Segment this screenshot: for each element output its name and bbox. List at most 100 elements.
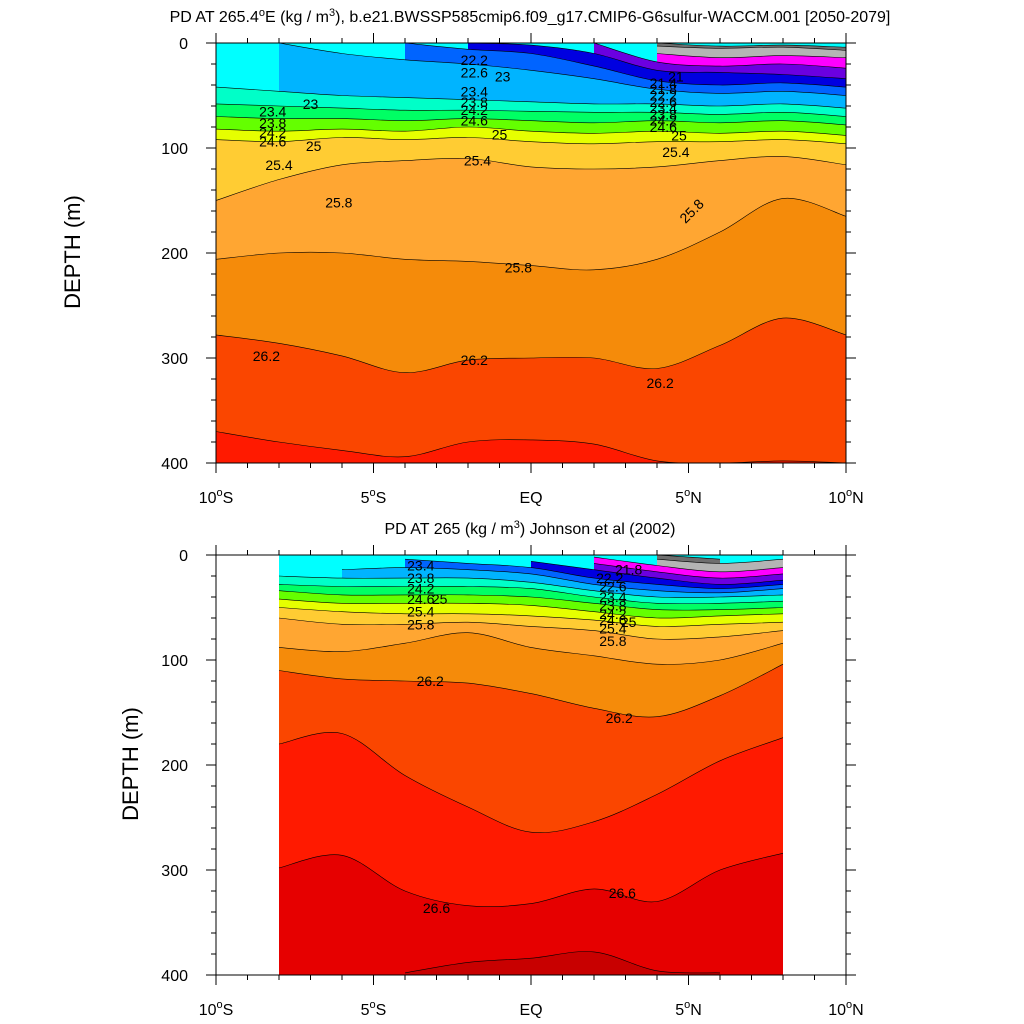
y-tick-label: 100 xyxy=(161,141,188,158)
contour-label: 24.2 xyxy=(259,124,286,140)
contour-label: 23.8 xyxy=(650,106,677,122)
contour-fill-group xyxy=(216,43,846,463)
x-tick-label: 10oN xyxy=(828,999,863,1019)
contour-label: 23 xyxy=(303,96,319,112)
contour-label: 25.4 xyxy=(407,604,434,620)
contour-plot: 22.222.6 2323.423.824.224.62525.425.826.2… xyxy=(161,33,864,507)
contour-label: 23.4 xyxy=(599,589,626,605)
contour-label: 23.4 xyxy=(407,558,434,574)
contour-line xyxy=(278,852,784,907)
contour-label: 25.8 xyxy=(325,195,352,211)
contour-label: 23.8 xyxy=(259,115,286,131)
contour-line xyxy=(656,53,846,59)
contour-label: 21.8 xyxy=(615,562,642,578)
contour-label: 23.4 xyxy=(461,83,488,99)
contour-line xyxy=(216,137,846,145)
contour-line xyxy=(530,561,784,585)
contour-line xyxy=(216,116,846,126)
contour-band xyxy=(279,853,783,975)
contour-line xyxy=(216,126,846,136)
contour-label: 21.8 xyxy=(650,81,677,97)
contour-line xyxy=(404,951,721,974)
contour-label: 26.2 xyxy=(606,710,633,726)
contour-line xyxy=(278,575,784,598)
contour-line xyxy=(467,43,846,79)
contour-label: 26.2 xyxy=(461,352,488,368)
x-tick-label: 5oS xyxy=(361,487,387,507)
contour-label: 23.8 xyxy=(407,570,434,586)
contour-line xyxy=(278,584,784,605)
contour-label: 23 xyxy=(495,69,511,85)
contour-plot: 23.423.824.224.62525.425.826.226.226.626… xyxy=(161,545,864,1019)
y-tick-label: 300 xyxy=(161,351,188,368)
contour-label: 24.2 xyxy=(599,606,626,622)
contour-label: 26.2 xyxy=(253,348,280,364)
contour-line xyxy=(278,598,784,619)
contour-line xyxy=(656,45,846,51)
contour-line xyxy=(278,607,784,627)
contour-line xyxy=(216,103,846,117)
panel-top: PD AT 265.4oE (kg / m3), b.e21.BWSSP585c… xyxy=(60,7,890,507)
contour-label: 22.6 xyxy=(650,94,677,110)
contour-label: 25.4 xyxy=(265,157,292,173)
y-tick-label: 400 xyxy=(161,968,188,985)
x-tick-label: 5oS xyxy=(361,999,387,1019)
contour-line xyxy=(656,558,784,564)
contour-label: 25 xyxy=(621,614,637,630)
contour-label-group: 23.423.824.224.62525.425.826.226.226.626… xyxy=(407,558,642,916)
y-tick-label: 100 xyxy=(161,653,188,670)
contour-label: 22.2 xyxy=(461,52,488,68)
contour-line xyxy=(216,197,846,271)
panel-bottom: PD AT 265 (kg / m3) Johnson et al (2002)… xyxy=(118,519,864,1019)
contour-line xyxy=(278,590,784,611)
contour-label: 25 xyxy=(492,126,508,142)
contour-line xyxy=(404,558,784,589)
contour-label: 24.6 xyxy=(461,113,488,129)
y-axis-label: DEPTH (m) xyxy=(118,707,143,821)
contour-label: 21 xyxy=(668,69,684,85)
contour-label: 24.2 xyxy=(407,581,434,597)
contour-label: 22.2 xyxy=(650,88,677,104)
contour-label: 25 xyxy=(306,138,322,154)
contour-label: 24.2 xyxy=(650,113,677,129)
y-tick-label: 0 xyxy=(179,36,188,53)
contour-label: 24.6 xyxy=(599,612,626,628)
x-tick-label: EQ xyxy=(519,1002,542,1019)
contour-line xyxy=(278,43,846,96)
contour-label: 23.8 xyxy=(599,597,626,613)
y-axis-label: DEPTH (m) xyxy=(60,195,85,309)
y-tick-label: 200 xyxy=(161,758,188,775)
contour-line xyxy=(593,556,784,573)
contour-line xyxy=(216,156,846,201)
contour-label: 25.8 xyxy=(407,616,434,632)
contour-label: 22.6 xyxy=(599,579,626,595)
contour-line xyxy=(216,317,846,374)
x-tick-label: 10oS xyxy=(199,487,234,507)
contour-line xyxy=(216,86,846,109)
contour-label: 23.4 xyxy=(259,103,286,119)
contour-line xyxy=(593,563,784,579)
contour-line xyxy=(278,632,784,665)
contour-label-group: 22.222.6 2323.423.824.224.62525.425.826.2… xyxy=(253,52,707,391)
contour-label: 25.4 xyxy=(662,144,689,160)
contour-label: 24.6 xyxy=(650,119,677,135)
contour-line xyxy=(593,43,846,69)
contour-line xyxy=(278,663,784,718)
contour-label: 23.4 xyxy=(650,100,677,116)
contour-label: 22.2 xyxy=(596,570,623,586)
contour-label: 24.6 xyxy=(407,591,434,607)
y-tick-label: 300 xyxy=(161,863,188,880)
contour-line xyxy=(278,732,784,834)
y-tick-label: 200 xyxy=(161,246,188,263)
contour-line xyxy=(404,43,846,88)
chart-title: PD AT 265 (kg / m3) Johnson et al (2002) xyxy=(384,519,675,538)
contour-label: 23.8 xyxy=(461,94,488,110)
y-tick-label: 0 xyxy=(179,548,188,565)
contour-label: 22.6 xyxy=(461,64,488,80)
contour-label: 25.4 xyxy=(464,153,491,169)
x-tick-label: 5oN xyxy=(675,487,702,507)
contour-label: 25 xyxy=(671,127,687,143)
contour-band xyxy=(405,951,720,975)
contour-label: 25 xyxy=(432,591,448,607)
contour-line xyxy=(278,617,784,640)
